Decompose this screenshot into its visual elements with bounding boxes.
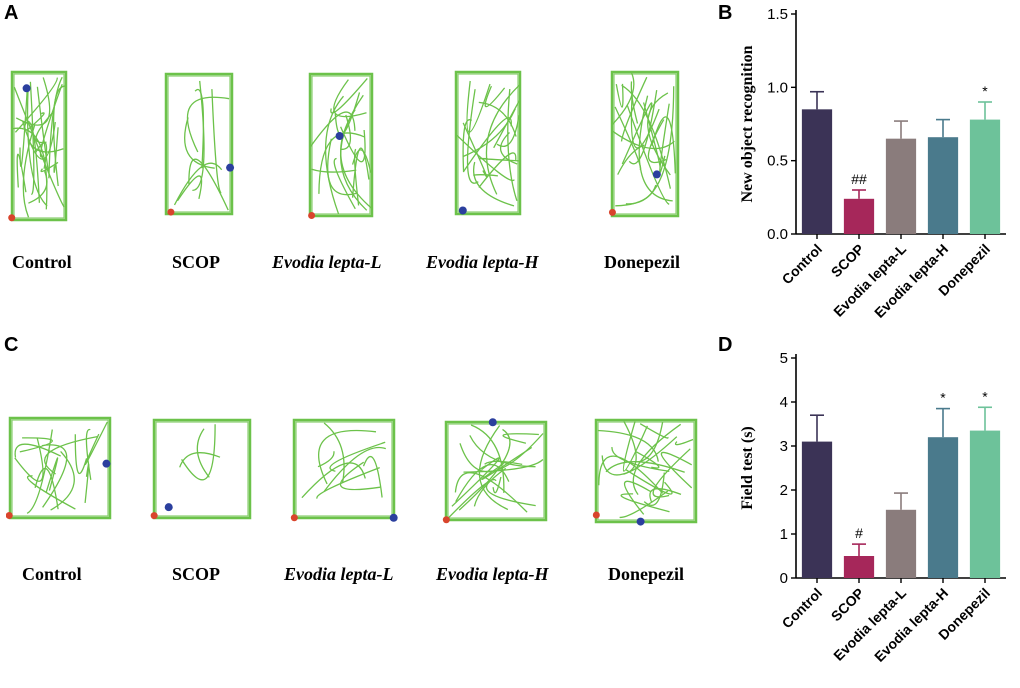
track-label-lepta-l-c: Evodia lepta-L <box>284 564 394 584</box>
y-tick-label: 5 <box>780 350 788 367</box>
start-dot <box>608 208 616 216</box>
bar-2 <box>885 138 917 234</box>
end-dot <box>22 84 31 93</box>
bar-0 <box>801 109 833 234</box>
y-tick-label: 3 <box>780 438 788 455</box>
track-a-lepta-l <box>308 72 374 219</box>
bar-1 <box>843 556 875 578</box>
track-label-scop-a: SCOP <box>172 252 221 272</box>
track-label-donepezil-a: Donepezil <box>604 252 680 272</box>
track-c-control <box>6 416 112 520</box>
bar-2 <box>885 509 917 578</box>
y-tick-label: 1.5 <box>767 6 788 23</box>
y-tick-label: 1.0 <box>767 79 788 96</box>
start-dot <box>6 512 13 520</box>
track-label-control-c: Control <box>22 564 82 584</box>
track-label-lepta-h-a: Evodia lepta-H <box>426 252 539 272</box>
end-dot <box>652 170 661 179</box>
y-tick-label: 1 <box>780 526 788 543</box>
track-c-lepta-l <box>290 418 398 522</box>
annotation-4: * <box>982 83 988 99</box>
x-tick-label-2: Evodia lepta-L <box>830 584 909 663</box>
start-dot <box>150 512 158 520</box>
end-dot <box>636 517 645 526</box>
end-dot <box>102 459 111 468</box>
start-dot <box>8 214 16 222</box>
x-tick-label-2: Evodia lepta-L <box>830 240 909 319</box>
x-tick-label-3: Evodia lepta-H <box>871 585 951 665</box>
y-tick-label: 2 <box>780 482 788 499</box>
bar-3 <box>927 437 959 578</box>
start-dot <box>308 212 316 219</box>
end-dot <box>488 418 497 427</box>
x-tick-label-1: SCOP <box>828 241 867 280</box>
x-tick-label-3: Evodia lepta-H <box>871 241 951 321</box>
annotation-1: ## <box>851 171 867 187</box>
end-dot <box>389 513 398 522</box>
panel-label-a: A <box>4 2 19 24</box>
y-tick-label: 0 <box>780 570 788 587</box>
y-tick-label: 0.0 <box>767 226 788 243</box>
annotation-4: * <box>982 388 988 404</box>
annotation-3: * <box>940 390 946 406</box>
track-label-scop-c: SCOP <box>172 564 221 584</box>
bar-3 <box>927 137 959 234</box>
y-tick-label: 0.5 <box>767 153 788 170</box>
track-c-donepezil <box>592 418 698 526</box>
end-dot <box>164 503 173 512</box>
track-label-control-a: Control <box>12 252 72 272</box>
track-a-scop <box>164 72 235 216</box>
bar-4 <box>969 430 1001 578</box>
bar-4 <box>969 119 1001 234</box>
bar-0 <box>801 441 833 578</box>
x-tick-label-0: Control <box>779 585 826 632</box>
end-dot <box>226 163 235 172</box>
y-axis-label: Field test (s) <box>739 426 756 510</box>
bar-1 <box>843 198 875 234</box>
track-label-lepta-l-a: Evodia lepta-L <box>272 252 382 272</box>
start-dot <box>592 511 600 519</box>
panel-label-c: C <box>4 334 19 356</box>
start-dot <box>290 514 298 522</box>
panel-label-d: D <box>718 334 733 356</box>
start-dot <box>167 208 175 216</box>
end-dot <box>335 132 344 140</box>
x-tick-label-0: Control <box>779 241 826 288</box>
start-dot <box>442 516 450 524</box>
y-tick-label: 4 <box>780 394 788 411</box>
track-c-lepta-h <box>442 418 548 524</box>
track-c-scop <box>150 418 252 520</box>
annotation-1: # <box>855 525 863 541</box>
panel-label-b: B <box>718 2 733 24</box>
track-a-control <box>8 70 68 222</box>
end-dot <box>458 206 467 215</box>
y-axis-label: New object recognition <box>739 45 756 202</box>
track-label-donepezil-c: Donepezil <box>608 564 684 584</box>
track-a-lepta-h <box>454 70 522 216</box>
chart-new-object-recognition: 0.0 0.5 1.0 1.5 New object recognition Contro… <box>739 6 1006 321</box>
track-a-donepezil <box>608 70 680 218</box>
track-label-lepta-h-c: Evodia lepta-H <box>436 564 549 584</box>
x-tick-label-1: SCOP <box>828 585 867 624</box>
